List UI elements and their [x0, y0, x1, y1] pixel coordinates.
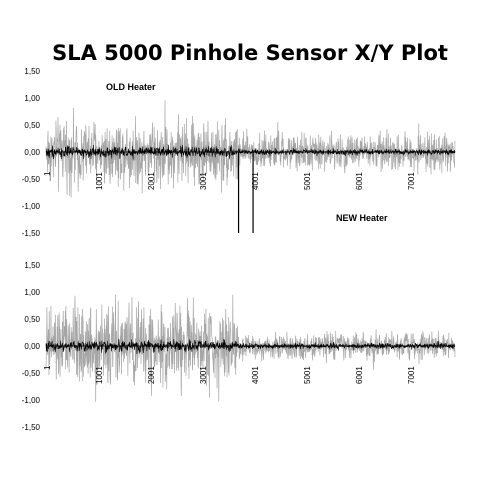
annotation-new-heater: NEW Heater [336, 213, 388, 223]
bottom-x-axis: 1 1001 2001 3001 4001 5001 6001 7001 [43, 365, 416, 384]
bottom-series-group [45, 294, 456, 402]
y-tick-label: -0,50 [22, 369, 41, 378]
y-tick-label: 1,00 [24, 288, 40, 297]
top-series-group [45, 100, 456, 233]
bottom-y-axis: 1,50 1,00 0,50 0,00 -0,50 -1,00 -1,50 [22, 261, 41, 432]
top-y-axis: 1,50 1,00 0,50 0,00 -0,50 -1,00 -1,50 [22, 67, 41, 238]
y-tick-label: 1,50 [24, 261, 40, 270]
x-tick-label: 1001 [95, 172, 104, 190]
annotation-old-heater: OLD Heater [106, 82, 156, 92]
x-tick-label: 4001 [251, 172, 260, 190]
y-tick-label: -0,50 [22, 175, 41, 184]
x-tick-label: 1 [43, 171, 52, 176]
x-tick-label: 6001 [355, 172, 364, 190]
x-tick-label: 3001 [199, 366, 208, 384]
x-tick-label: 1 [43, 365, 52, 370]
x-tick-label: 7001 [407, 172, 416, 190]
y-tick-label: 1,00 [24, 94, 40, 103]
top-x-axis: 1 1001 2001 3001 4001 5001 6001 7001 [43, 171, 416, 190]
y-tick-label: 0,00 [24, 148, 40, 157]
x-tick-label: 7001 [407, 366, 416, 384]
y-tick-label: -1,00 [22, 202, 41, 211]
x-tick-label: 1001 [95, 366, 104, 384]
y-tick-label: 0,50 [24, 315, 40, 324]
series-black-line [45, 144, 456, 160]
chart-top: 1,50 1,00 0,50 0,00 -0,50 -1,00 -1,50 1 … [22, 67, 456, 238]
y-tick-label: -1,00 [22, 396, 41, 405]
y-tick-label: 1,50 [24, 67, 40, 76]
y-tick-label: 0,00 [24, 342, 40, 351]
x-tick-label: 6001 [355, 366, 364, 384]
x-tick-label: 5001 [303, 172, 312, 190]
x-tick-label: 2001 [147, 172, 156, 190]
x-tick-label: 5001 [303, 366, 312, 384]
x-tick-label: 4001 [251, 366, 260, 384]
x-tick-label: 3001 [199, 172, 208, 190]
chart-title: SLA 5000 Pinhole Sensor X/Y Plot [52, 41, 448, 65]
chart-bottom: 1,50 1,00 0,50 0,00 -0,50 -1,00 -1,50 1 … [22, 261, 456, 432]
y-tick-label: -1,50 [22, 229, 41, 238]
y-tick-label: -1,50 [22, 423, 41, 432]
x-tick-label: 2001 [147, 366, 156, 384]
y-tick-label: 0,50 [24, 121, 40, 130]
